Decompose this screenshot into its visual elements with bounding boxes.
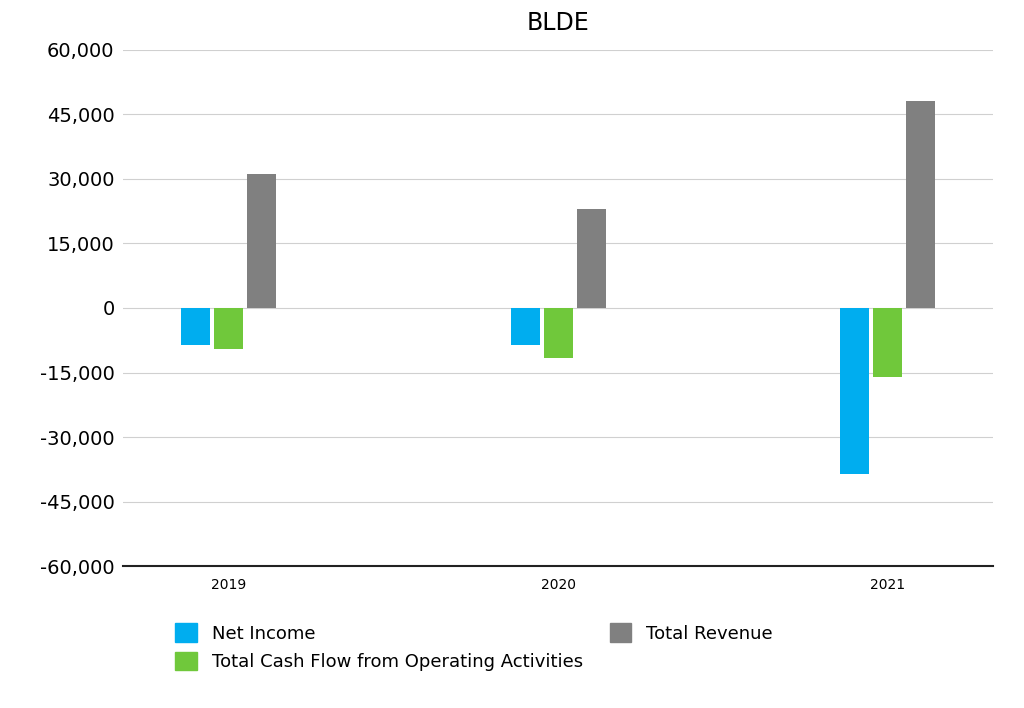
Bar [873, 308, 902, 377]
Bar [181, 308, 210, 345]
Bar [544, 308, 572, 358]
Legend: Net Income, Total Cash Flow from Operating Activities, Total Revenue: Net Income, Total Cash Flow from Operati… [175, 623, 772, 671]
Bar [906, 101, 935, 308]
Bar [577, 209, 605, 308]
Bar [247, 174, 275, 308]
Title: BLDE: BLDE [526, 11, 590, 35]
Bar [214, 308, 243, 349]
Bar [841, 308, 869, 474]
Bar [511, 308, 540, 345]
